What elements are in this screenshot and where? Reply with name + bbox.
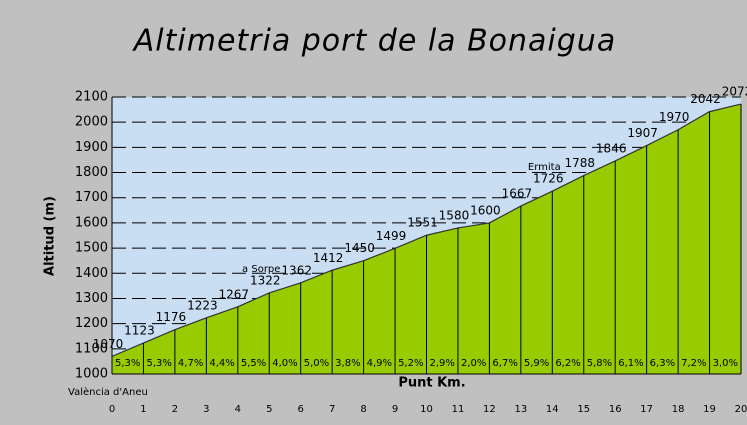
- y-tick-label: 2100: [75, 90, 108, 105]
- gradient-label: 5,0%: [304, 358, 329, 369]
- data-label: 1123: [124, 324, 155, 338]
- y-tick-label: 2000: [75, 115, 108, 130]
- data-label: 1551: [407, 216, 438, 230]
- data-label: 1580: [439, 208, 470, 222]
- annotation: València d'Aneu: [68, 386, 148, 398]
- data-label: 1412: [313, 251, 344, 265]
- y-axis-label: Altitud (m): [43, 196, 58, 276]
- gradient-label: 5,2%: [398, 358, 423, 369]
- data-label: 2072: [722, 85, 747, 99]
- gradient-label: 5,9%: [524, 358, 549, 369]
- x-tick-label: 20: [735, 404, 747, 415]
- data-label: 1667: [502, 187, 533, 201]
- gradient-label: 6,1%: [618, 358, 643, 369]
- x-axis-label: Punt Km.: [398, 376, 465, 391]
- x-tick-label: 15: [577, 404, 590, 415]
- gradient-label: 2,0%: [461, 358, 486, 369]
- data-label: 1726: [533, 172, 564, 186]
- x-tick-label: 13: [514, 404, 527, 415]
- data-label: 1176: [156, 310, 187, 324]
- annotation: Ermita: [528, 162, 561, 173]
- annotation: a Sorpe: [242, 264, 280, 275]
- x-tick-label: 6: [298, 404, 304, 415]
- gradient-label: 2,9%: [430, 358, 455, 369]
- y-tick-label: 1000: [75, 367, 108, 382]
- gradient-label: 6,7%: [492, 358, 517, 369]
- data-label: 1322: [250, 273, 281, 287]
- data-label: 1600: [470, 203, 501, 217]
- gradient-label: 5,3%: [146, 358, 171, 369]
- gradient-label: 4,4%: [209, 358, 234, 369]
- y-tick-label: 1100: [75, 341, 108, 356]
- x-tick-label: 5: [266, 404, 272, 415]
- gradient-label: 5,8%: [587, 358, 612, 369]
- data-label: 1846: [596, 141, 627, 155]
- y-tick-label: 1600: [75, 215, 108, 230]
- y-tick-label: 1500: [75, 241, 108, 256]
- x-tick-label: 2: [172, 404, 178, 415]
- x-tick-label: 4: [235, 404, 241, 415]
- gradient-label: 3,0%: [713, 358, 738, 369]
- x-tick-label: 17: [640, 404, 653, 415]
- y-tick-label: 1700: [75, 190, 108, 205]
- x-tick-label: 19: [703, 404, 716, 415]
- gradient-label: 7,2%: [681, 358, 706, 369]
- x-tick-label: 18: [672, 404, 685, 415]
- x-tick-label: 12: [483, 404, 496, 415]
- y-tick-label: 1800: [75, 165, 108, 180]
- gradient-label: 4,7%: [178, 358, 203, 369]
- gradient-label: 6,3%: [650, 358, 675, 369]
- gradient-label: 6,2%: [555, 358, 580, 369]
- data-label: 1267: [219, 287, 250, 301]
- chart-title: Altimetria port de la Bonaigua: [132, 24, 616, 59]
- x-tick-label: 14: [546, 404, 559, 415]
- y-tick-label: 1200: [75, 316, 108, 331]
- gradient-label: 4,0%: [272, 358, 297, 369]
- data-label: 1907: [627, 126, 658, 140]
- gradient-label: 3,8%: [335, 358, 360, 369]
- data-label: 1362: [281, 263, 312, 277]
- y-tick-label: 1400: [75, 266, 108, 281]
- y-tick-label: 1300: [75, 291, 108, 306]
- gradient-label: 4,9%: [367, 358, 392, 369]
- data-label: 1450: [344, 241, 375, 255]
- gradient-label: 5,3%: [115, 358, 140, 369]
- x-tick-label: 0: [109, 404, 115, 415]
- y-tick-label: 1900: [75, 140, 108, 155]
- x-tick-label: 1: [140, 404, 146, 415]
- data-label: 1788: [564, 156, 595, 170]
- data-label: 1223: [187, 298, 218, 312]
- data-label: 1499: [376, 229, 407, 243]
- gradient-label: 5,5%: [241, 358, 266, 369]
- x-tick-label: 9: [392, 404, 398, 415]
- data-label: 2042: [690, 92, 721, 106]
- data-label: 1070: [93, 337, 124, 351]
- x-tick-label: 7: [329, 404, 335, 415]
- x-tick-label: 16: [609, 404, 622, 415]
- data-label: 1970: [659, 110, 690, 124]
- x-tick-label: 10: [420, 404, 433, 415]
- x-tick-label: 3: [203, 404, 209, 415]
- x-tick-label: 11: [452, 404, 465, 415]
- x-tick-label: 8: [360, 404, 366, 415]
